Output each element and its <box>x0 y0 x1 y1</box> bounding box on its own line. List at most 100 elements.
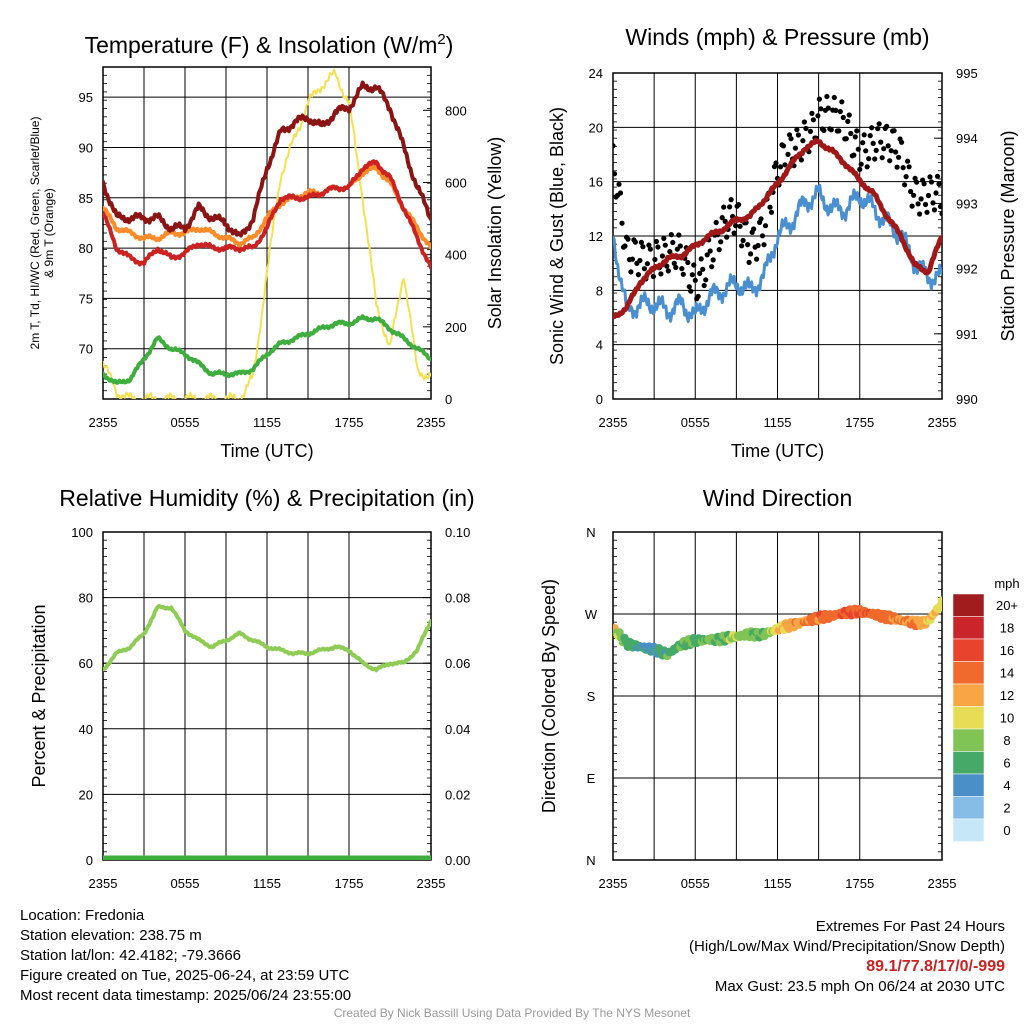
gust-point <box>843 136 849 142</box>
extremes-values: 89.1/77.8/17/0/-999 <box>866 958 1005 975</box>
gust-point <box>908 188 914 195</box>
gust-point <box>831 94 837 101</box>
x-tick-label: 1755 <box>845 415 874 430</box>
y2-axis-label: Solar Insolation (Yellow) <box>485 137 505 329</box>
gust-point <box>689 272 695 278</box>
gust-point <box>934 173 941 179</box>
gust-point <box>848 130 854 137</box>
gust-point <box>884 123 890 129</box>
y2-tick-label: 0.10 <box>445 525 470 540</box>
gust-point <box>704 252 710 258</box>
y-axis-label-line2: & 9m T (Orange) <box>42 188 56 278</box>
gust-point <box>641 266 648 272</box>
gust-point <box>691 262 697 268</box>
gust-point <box>664 263 670 269</box>
gust-point <box>692 277 698 283</box>
y-axis-label: Sonic Wind & Gust (Blue, Black) <box>547 107 567 365</box>
x-tick-label: 2355 <box>928 876 957 891</box>
gust-point <box>863 148 869 154</box>
gust-point <box>909 203 915 209</box>
y-tick-label: 24 <box>589 66 603 81</box>
gust-point <box>795 132 802 138</box>
gust-point <box>767 204 773 210</box>
gust-point <box>928 179 935 185</box>
gust-point <box>673 264 679 271</box>
gust-point <box>845 118 851 124</box>
gust-point <box>785 151 791 157</box>
colorbar-label: 2 <box>1003 801 1010 816</box>
extremes-title: Extremes For Past 24 Hours <box>815 918 1005 935</box>
gust-point <box>801 119 808 125</box>
gust-point <box>761 242 767 248</box>
gust-point <box>933 190 939 196</box>
y2-tick-label: 0.08 <box>445 591 470 606</box>
gust-point <box>864 164 870 170</box>
x-tick-label: 2355 <box>89 876 118 891</box>
y2-tick-label: 0.06 <box>445 656 470 671</box>
gust-point <box>680 271 686 277</box>
colorbar-label: 12 <box>1000 688 1014 703</box>
y2-axis-label: Station Pressure (Maroon) <box>998 130 1018 341</box>
gust-point <box>896 154 902 160</box>
plot-area <box>103 603 431 860</box>
series-pressure <box>613 137 942 320</box>
gust-point <box>818 106 824 112</box>
gust-point <box>833 107 839 113</box>
gust-point <box>759 233 766 239</box>
plot-frame <box>612 531 943 861</box>
y-tick-label: 12 <box>589 229 603 244</box>
y-tick-label: 4 <box>596 338 603 353</box>
colorbar-swatch <box>952 751 985 775</box>
y-tick-label: N <box>586 853 595 868</box>
y2-tick-label: 994 <box>956 131 978 146</box>
y-tick-label: 80 <box>79 591 93 606</box>
x-tick-label: 0555 <box>681 415 710 430</box>
y-axis-label-line1: 2m T, Td, HI/WC (Red, Green, Scarlet/Blu… <box>28 117 42 350</box>
gust-point <box>671 260 677 266</box>
gust-point <box>906 164 912 170</box>
gust-point <box>900 165 906 171</box>
y2-tick-label: 992 <box>956 262 978 277</box>
gust-point <box>652 256 658 263</box>
gust-point <box>628 269 634 275</box>
gust-point <box>613 143 616 149</box>
max-gust-text: Max Gust: 23.5 mph On 06/24 at 2030 UTC <box>714 978 1005 995</box>
gust-point <box>662 242 668 248</box>
x-tick-label: 1155 <box>764 876 792 891</box>
gust-point <box>613 171 618 177</box>
gust-point <box>754 256 760 262</box>
gust-point <box>665 268 671 274</box>
gust-point <box>885 143 891 149</box>
direction-point <box>937 596 942 605</box>
gust-point <box>927 174 933 180</box>
gust-point <box>852 134 858 140</box>
station-info: Location: Fredonia Station elevation: 23… <box>20 906 351 1006</box>
y-tick-label: 0 <box>596 392 603 407</box>
y-tick-label: 8 <box>596 283 603 298</box>
x-tick-label: 0555 <box>171 876 200 891</box>
gust-point <box>894 164 900 170</box>
gust-point <box>679 266 685 272</box>
y2-tick-label: 990 <box>956 392 978 407</box>
gust-point <box>878 139 884 145</box>
gust-point <box>899 139 905 145</box>
chart-title: Relative Humidity (%) & Precipitation (i… <box>59 485 474 511</box>
chart-title-superscript: 2 <box>437 31 445 48</box>
gust-point <box>807 128 814 134</box>
gust-point <box>728 197 734 203</box>
gust-point <box>731 230 737 236</box>
gust-point <box>828 127 834 133</box>
gust-point <box>875 126 881 132</box>
gust-point <box>825 105 831 111</box>
chart-title: Winds (mph) & Pressure (mb) <box>625 24 929 50</box>
gust-point <box>701 282 707 289</box>
gust-point <box>876 121 882 127</box>
gust-point <box>619 220 625 226</box>
gust-point <box>840 114 846 121</box>
x-axis-label: Time (UTC) <box>220 441 313 461</box>
gust-point <box>698 256 704 262</box>
gust-point <box>710 257 716 263</box>
gust-point <box>719 215 725 221</box>
gust-point <box>888 148 894 154</box>
